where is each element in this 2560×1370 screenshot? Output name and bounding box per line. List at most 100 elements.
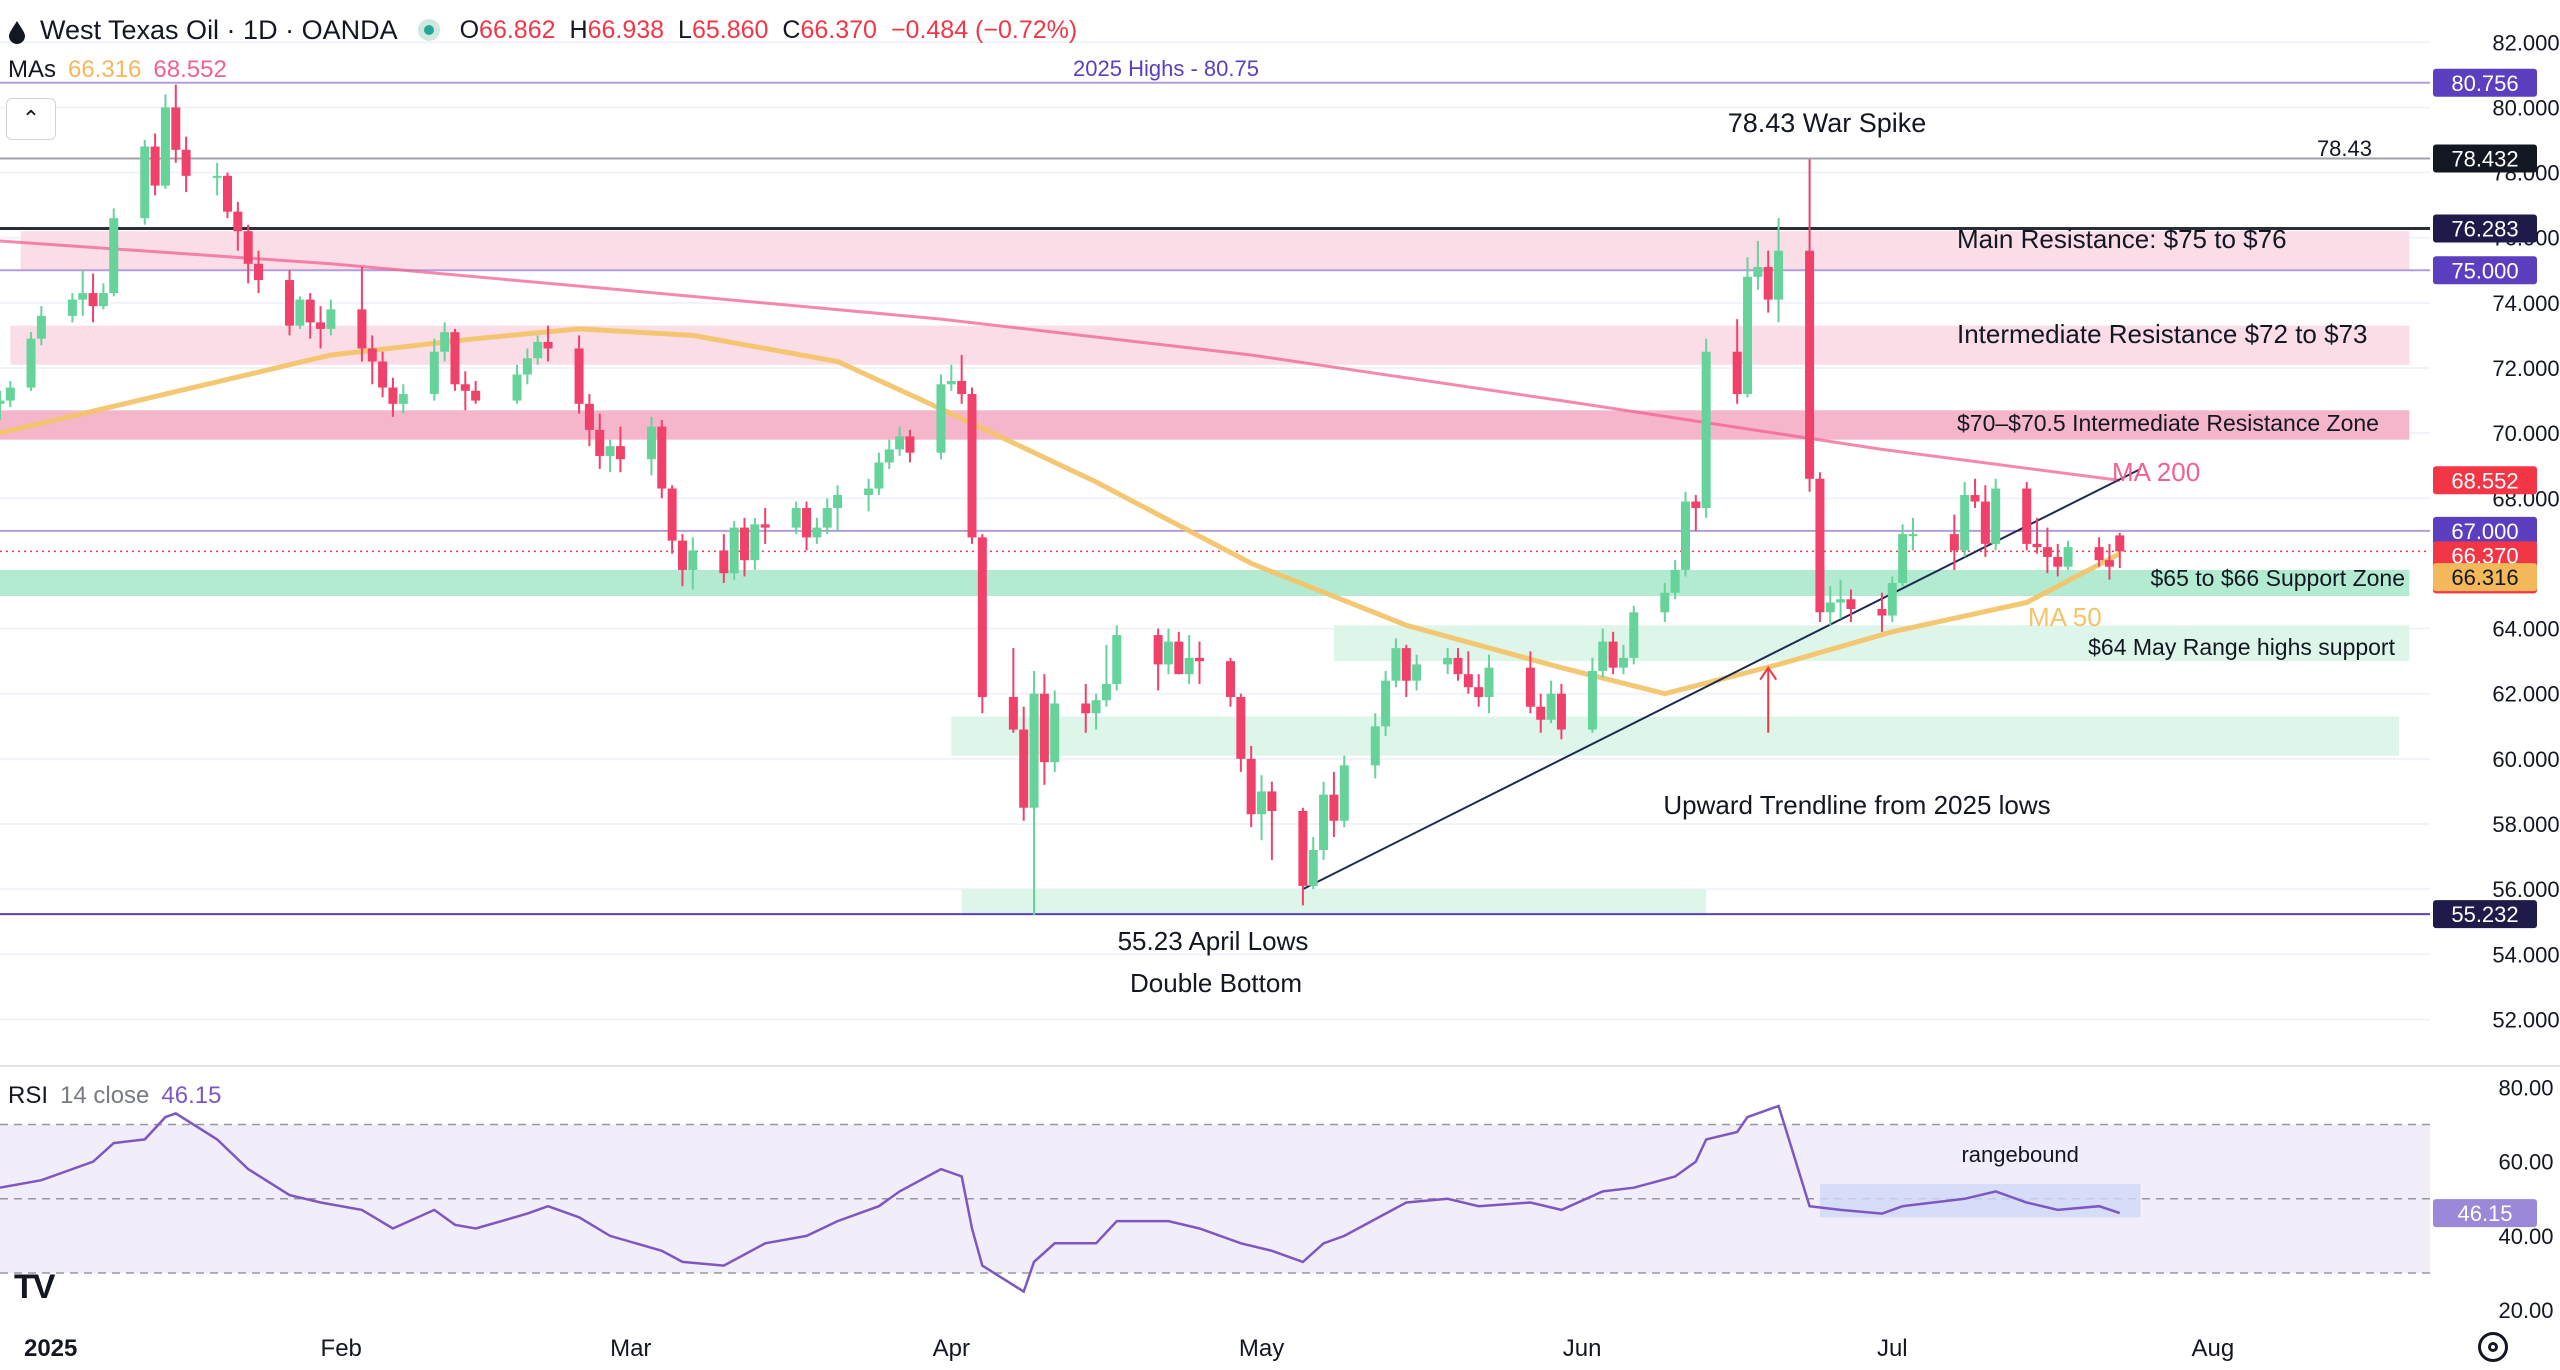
rsi-legend[interactable]: RSI 14 close 46.15 [8,1082,221,1110]
candle-body [1391,648,1401,681]
candle-body [1443,657,1453,665]
time-axis-label: Aug [2191,1335,2234,1362]
ohlc-readout: O66.862 H66.938 L65.860 C66.370 −0.484 (… [460,16,1078,45]
tradingview-logo[interactable]: TV [14,1268,55,1306]
candle-body [88,293,98,307]
level-badge-text: 80.756 [2451,71,2518,96]
candle-body [1525,667,1535,707]
time-axis-label: 2025 [24,1335,77,1362]
close-label: C [782,15,801,44]
candle-body [1598,641,1608,671]
candle-body [884,449,894,463]
candle-body [67,299,77,316]
candle-body [1887,582,1897,616]
chart-header: West Texas Oil · 1D · OANDA O66.862 H66.… [8,10,1077,50]
price-tick-label: 60.000 [2492,747,2559,772]
candle-body [0,400,5,404]
candle-body [1381,680,1391,727]
candle-body [1101,683,1111,701]
level-badge-text: 55.232 [2451,902,2518,927]
candle-body [1774,250,1784,300]
candle-body [1763,267,1773,300]
candle-body [967,394,977,538]
price-badge [2433,466,2537,495]
candle-body [1257,791,1267,815]
candle-body [1805,250,1815,479]
rsi-params: 14 close [60,1082,150,1109]
price-zone [951,716,2399,756]
gear-icon[interactable] [2478,1332,2508,1362]
price-zone [0,569,2410,596]
open-label: O [459,15,480,44]
candle-body [1670,569,1680,593]
level-badge [2433,256,2537,285]
candle-body [657,426,667,489]
upward-trendline [1302,468,2141,891]
candle-body [357,309,367,349]
candle-body [1908,534,1918,537]
candle-body [584,403,594,430]
candle-body [905,436,915,453]
candle-body [1536,706,1546,720]
annotation-label: 78.43 War Spike [1728,108,1927,138]
level-badge [2433,516,2537,545]
rsi-tick-label: 60.00 [2498,1150,2553,1175]
chevron-up-icon: ⌃ [21,106,41,131]
ma200-value: 68.552 [153,56,227,83]
price-tick-label: 52.000 [2492,1007,2559,1032]
candle-body [2042,547,2052,557]
candle-body [254,263,264,281]
candle-body [1246,758,1256,815]
rsi-badge [2433,1199,2537,1228]
candle-body [2063,547,2073,567]
candle-body [1691,501,1701,509]
price-tick-label: 72.000 [2492,356,2559,381]
candle-body [1660,592,1670,613]
ma-legend[interactable]: MAs 66.316 68.552 [8,56,227,84]
collapse-legend-button[interactable]: ⌃ [6,98,56,140]
candle-body [1112,635,1122,684]
candle-body [1474,687,1484,697]
candle-body [1743,276,1753,395]
candle-body [316,322,326,329]
candle-body [957,381,967,395]
candle-body [750,524,760,561]
time-axis-label: Feb [321,1335,362,1362]
candle-body [1319,794,1329,851]
candle-body [367,348,377,362]
level-badge-text: 78.432 [2451,147,2518,172]
arrow-head [1759,665,1778,681]
ma50-line [0,326,2121,697]
candle-body [719,550,729,574]
level-badge-text: 75.000 [2451,258,2518,283]
zone-label: $64 May Range highs support [2088,634,2395,660]
candle-body [615,446,625,460]
annotation-label: Upward Trendline from 2025 lows [1663,790,2050,820]
candle-body [895,436,905,450]
candle-body [740,527,750,561]
rsi-label: RSI [8,1082,49,1109]
zone-label: Intermediate Resistance $72 to $73 [1957,319,2367,349]
candle-body [1701,351,1711,509]
price-tick-label: 56.000 [2492,877,2559,902]
level-badge [2433,144,2537,173]
open-value: 66.862 [479,15,556,44]
zone-label: Main Resistance: $75 to $76 [1957,224,2287,254]
ma200-line [0,239,2120,482]
candle-body [1081,703,1091,714]
candle-body [1401,648,1411,681]
annotation-label: MA 200 [2112,457,2200,487]
candle-body [5,387,15,401]
time-axis-label: Mar [610,1335,651,1362]
candle-body [1846,599,1856,610]
rangebound-label: rangebound [1961,1142,2078,1167]
candle-body [222,175,232,212]
candle-body [429,351,439,395]
symbol-title[interactable]: West Texas Oil · 1D · OANDA [40,14,398,45]
candle-body [212,175,222,178]
candle-body [1039,693,1049,763]
candle-body [574,348,584,404]
price-tick-label: 54.000 [2492,942,2559,967]
candle-body [398,394,408,404]
